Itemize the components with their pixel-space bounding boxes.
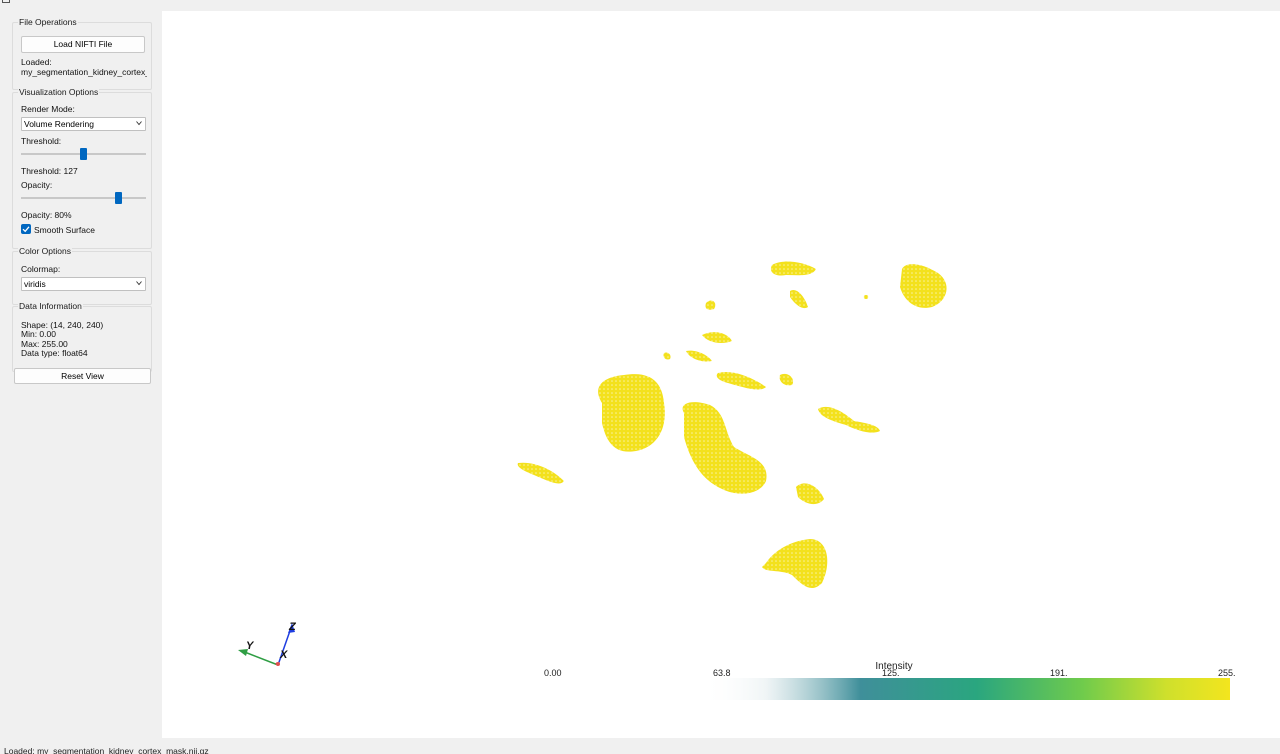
x-axis-marker: [276, 662, 280, 666]
chevron-down-icon: [136, 281, 142, 286]
colormap-value: viridis: [24, 279, 46, 289]
y-axis-arrow: [238, 649, 248, 656]
colormap-select[interactable]: viridis: [21, 277, 146, 291]
loaded-filename: my_segmentation_kidney_cortex_r: [21, 67, 147, 77]
colorbar-tick: 63.8: [713, 668, 731, 678]
visualization-options-group: Visualization Options Render Mode: Volum…: [12, 87, 152, 249]
title-bar: [0, 0, 1280, 10]
reset-view-button[interactable]: Reset View: [14, 368, 151, 384]
smooth-surface-label[interactable]: Smooth Surface: [34, 225, 95, 235]
colorbar-gradient: [702, 678, 1230, 700]
orientation-axes: Z Y X: [238, 621, 297, 666]
control-panel: File Operations Load NIFTI File Loaded: …: [0, 10, 160, 740]
threshold-value: Threshold: 127: [21, 166, 78, 176]
data-max: Max: 255.00: [21, 339, 68, 349]
segment-fragment: [790, 289, 808, 309]
segment-fragment: [702, 332, 732, 343]
visualization-options-title: Visualization Options: [18, 87, 100, 97]
file-operations-title: File Operations: [18, 17, 78, 27]
segment-blob: [517, 462, 564, 484]
segmentation-point-cloud: [517, 261, 947, 589]
colorbar-tick: 0.00: [544, 668, 562, 678]
data-type: Data type: float64: [21, 348, 88, 358]
y-axis-line: [241, 650, 279, 666]
checkmark-icon: [22, 226, 30, 233]
z-axis-label: Z: [288, 621, 297, 633]
segment-fragment: [770, 261, 816, 276]
render-mode-label: Render Mode:: [21, 104, 75, 114]
smooth-surface-checkbox[interactable]: [21, 224, 31, 234]
opacity-slider-track: [21, 197, 146, 199]
data-information-group: Data Information Shape: (14, 240, 240) M…: [12, 301, 152, 372]
render-mode-select[interactable]: Volume Rendering: [21, 117, 146, 131]
segment-blob: [682, 402, 767, 494]
y-axis-label: Y: [246, 640, 255, 652]
segment-fragment: [716, 371, 766, 390]
file-operations-group: File Operations Load NIFTI File Loaded: …: [12, 17, 152, 90]
status-bar: Loaded: my_segmentation_kidney_cortex_ma…: [0, 745, 1280, 754]
colorbar-tick: 191.: [1050, 668, 1068, 678]
segment-blob: [900, 264, 947, 308]
loaded-label: Loaded:: [21, 57, 52, 67]
volume-render-canvas[interactable]: Z Y X Intensity 0.00 63.8 125. 191. 255.: [162, 11, 1280, 738]
segment-fragment: [863, 295, 869, 299]
segment-blob: [598, 374, 665, 452]
data-min: Min: 0.00: [21, 329, 56, 339]
scalar-colorbar: Intensity 0.00 63.8 125. 191. 255.: [544, 661, 1236, 700]
colormap-label: Colormap:: [21, 264, 61, 274]
segment-fragment: [796, 483, 824, 505]
app-icon: [2, 0, 10, 3]
chevron-down-icon: [136, 121, 142, 126]
data-information-title: Data Information: [18, 301, 83, 311]
x-axis-label: X: [279, 649, 288, 661]
status-text: Loaded: my_segmentation_kidney_cortex_ma…: [4, 746, 209, 754]
opacity-slider-handle[interactable]: [115, 192, 122, 204]
opacity-value: Opacity: 80%: [21, 210, 72, 220]
segment-fragment: [818, 406, 880, 433]
segment-fragment: [663, 352, 671, 360]
colorbar-tick: 125.: [882, 668, 900, 678]
threshold-slider-handle[interactable]: [80, 148, 87, 160]
segment-fragment: [779, 373, 794, 386]
opacity-slider[interactable]: [21, 192, 146, 204]
z-axis-arrow: [288, 623, 295, 633]
segment-blob: [762, 539, 828, 589]
render-viewport[interactable]: Z Y X Intensity 0.00 63.8 125. 191. 255.: [162, 11, 1280, 738]
colorbar-tick: 255.: [1218, 668, 1236, 678]
color-options-group: Color Options Colormap: viridis: [12, 246, 152, 305]
segment-fragment: [686, 350, 712, 362]
opacity-label: Opacity:: [21, 180, 53, 190]
threshold-slider[interactable]: [21, 148, 146, 160]
render-mode-value: Volume Rendering: [24, 119, 94, 129]
colorbar-title: Intensity: [875, 661, 912, 672]
data-shape: Shape: (14, 240, 240): [21, 320, 104, 330]
color-options-title: Color Options: [18, 246, 72, 256]
load-nifti-button[interactable]: Load NIFTI File: [21, 36, 145, 53]
segment-fragment: [705, 300, 716, 310]
threshold-label: Threshold:: [21, 136, 62, 146]
